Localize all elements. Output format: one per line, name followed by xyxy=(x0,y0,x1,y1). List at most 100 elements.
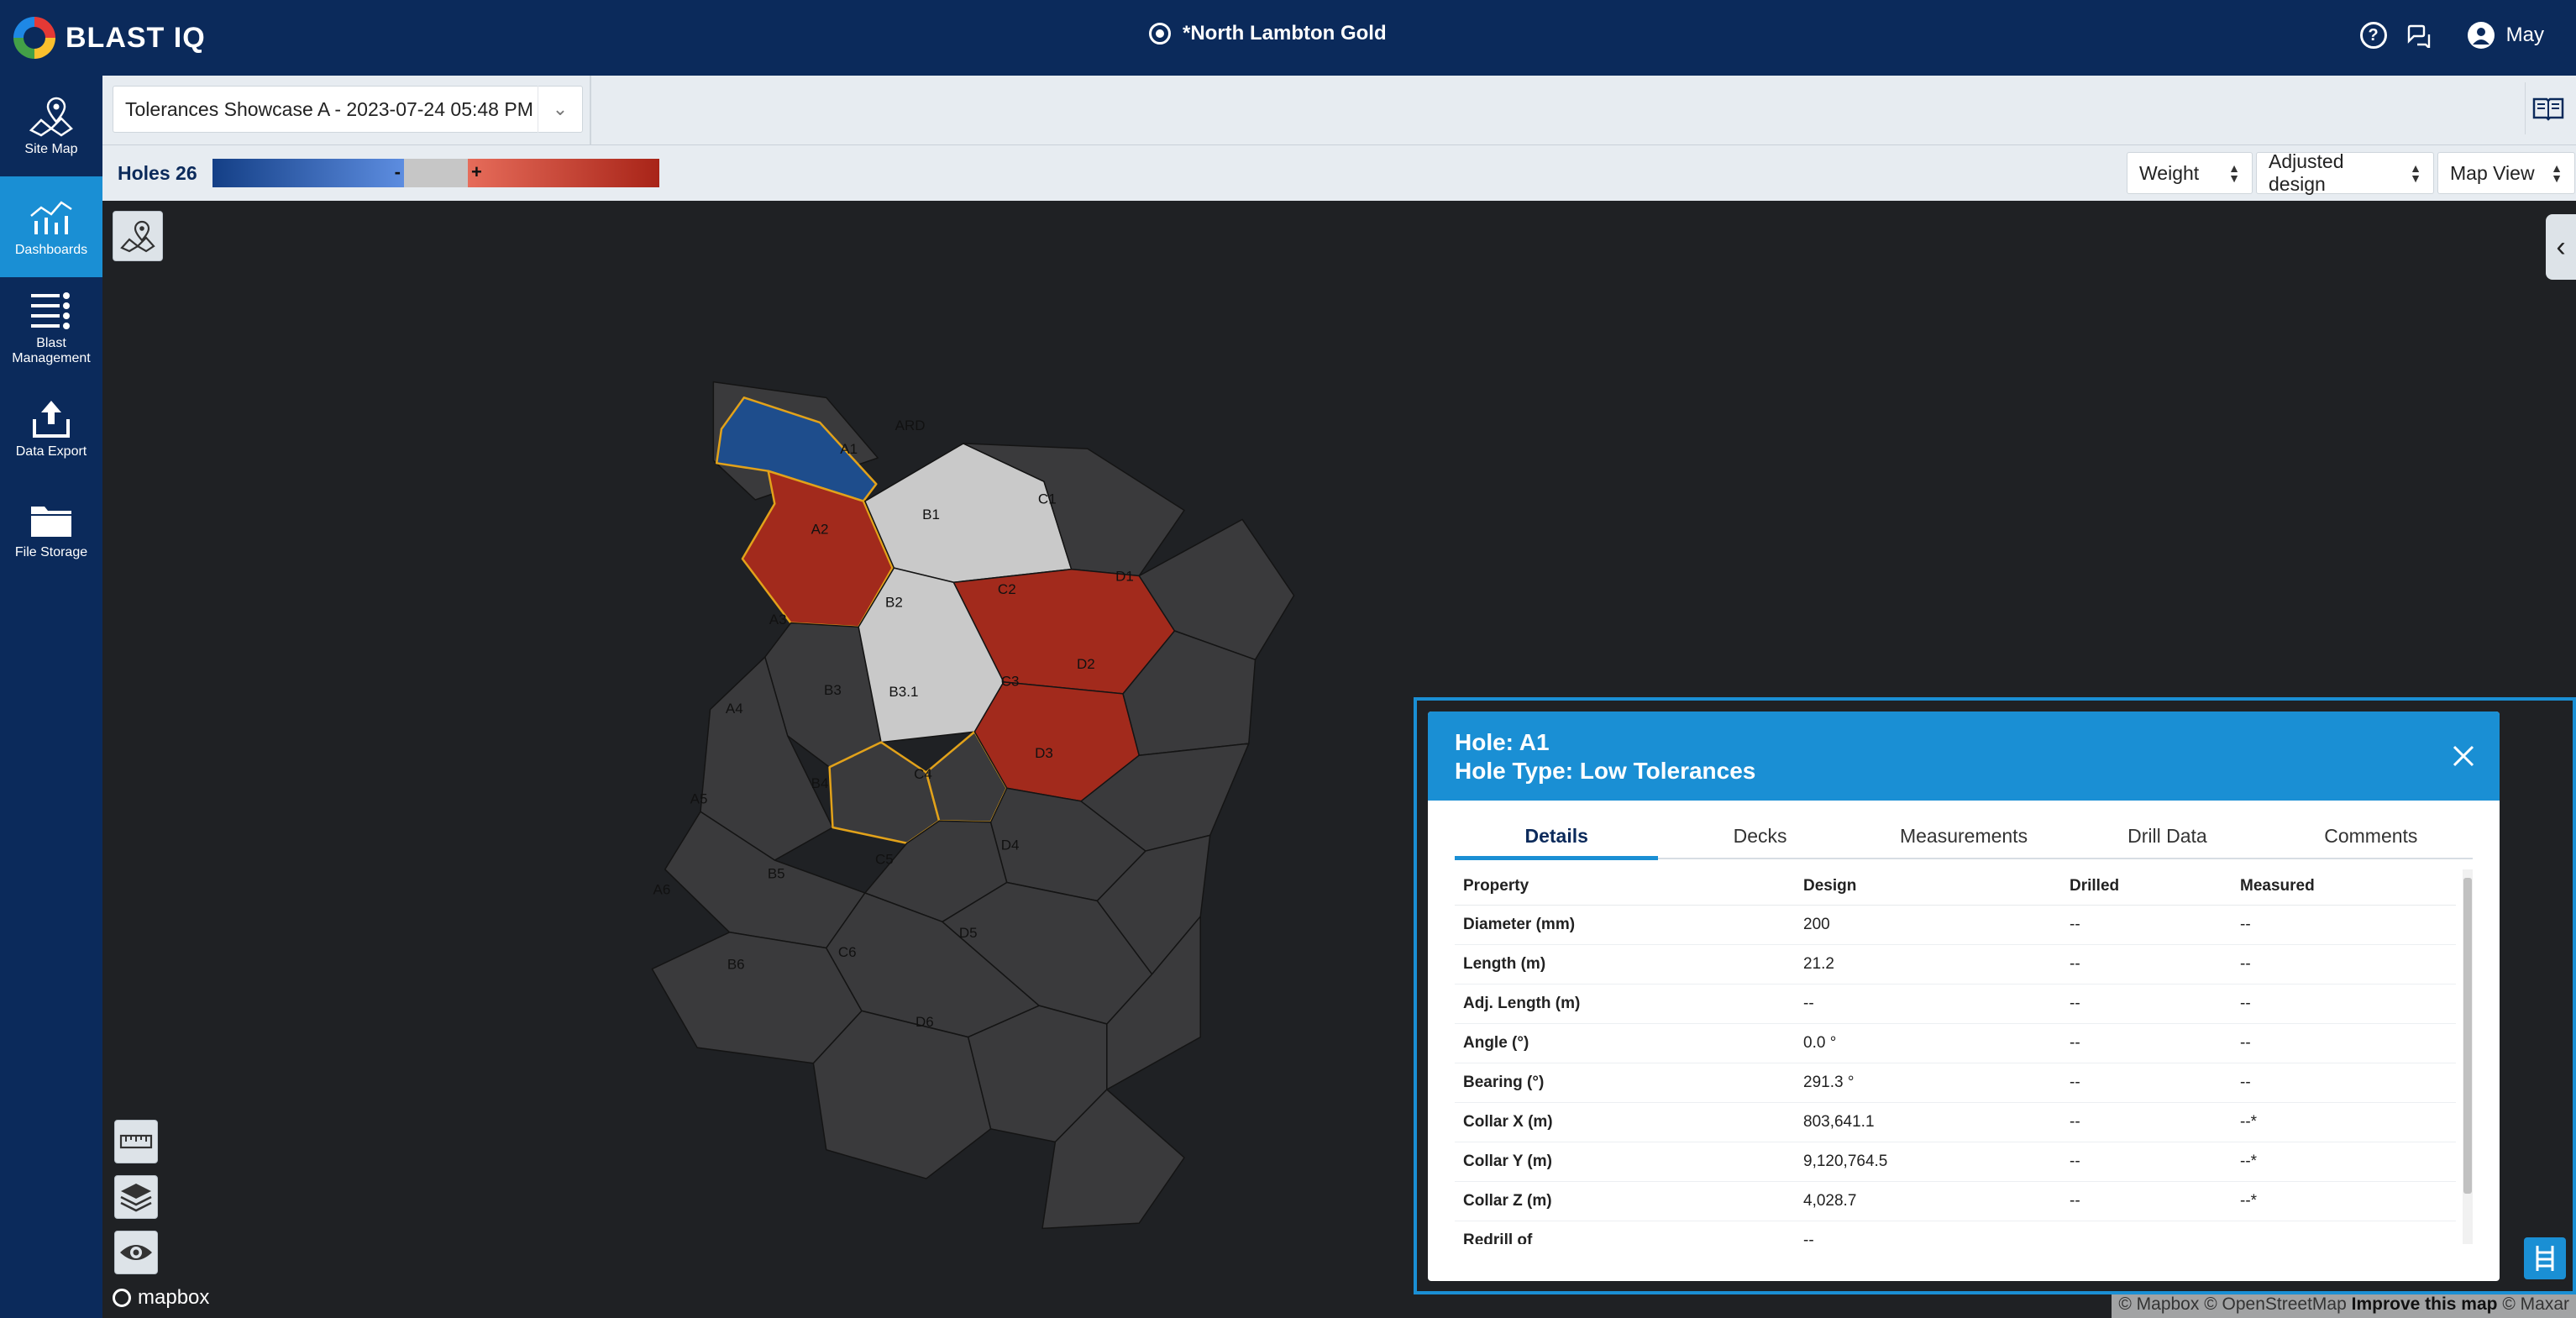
sidebar-item-data-export[interactable]: Data Export xyxy=(0,378,102,479)
site-selector[interactable]: *North Lambton Gold xyxy=(1149,22,1387,45)
dashboard-toolbar: Tolerances Showcase A - 2023-07-24 05:48… xyxy=(102,76,2576,145)
sort-arrows-icon: ▲ ▼ xyxy=(2551,161,2563,185)
hole-label: B1 xyxy=(922,507,940,522)
chevron-down-icon[interactable]: ⌄ xyxy=(538,86,582,133)
cell-drilled xyxy=(2061,1221,2232,1244)
hole-label: C6 xyxy=(838,944,857,960)
attribution-suffix[interactable]: © Maxar xyxy=(2502,1294,2569,1314)
guide-book-icon[interactable] xyxy=(2525,82,2571,134)
view-select[interactable]: Map View ▲ ▼ xyxy=(2437,152,2575,194)
hole-label: A2 xyxy=(811,521,829,537)
cell-drilled: -- xyxy=(2061,944,2232,985)
cell-property: Collar Y (m) xyxy=(1455,1142,1795,1182)
table-row: Collar Y (m) 9,120,764.5 -- --* xyxy=(1455,1142,2456,1182)
cell-drilled: -- xyxy=(2061,1142,2232,1182)
improve-map-link[interactable]: Improve this map xyxy=(2351,1294,2498,1314)
hole-label: D2 xyxy=(1077,656,1095,672)
mapbox-logo[interactable]: mapbox xyxy=(113,1286,209,1310)
cell-design: 4,028.7 xyxy=(1795,1181,2061,1221)
upload-icon xyxy=(33,401,70,438)
drill-ladder-button[interactable] xyxy=(2524,1237,2566,1279)
site-name: *North Lambton Gold xyxy=(1183,22,1387,45)
column-header-measured[interactable]: Measured xyxy=(2232,868,2456,906)
map-icon xyxy=(120,220,155,253)
sidebar-item-label: Blast Management xyxy=(12,336,91,365)
tab-details[interactable]: Details xyxy=(1455,817,1659,860)
legend-positive: + xyxy=(468,159,659,187)
sidebar-item-site-map[interactable]: Site Map xyxy=(0,76,102,176)
hole-label: B3 xyxy=(824,682,842,698)
hole-label: A6 xyxy=(653,881,671,897)
column-header-design[interactable]: Design xyxy=(1795,868,2061,906)
sidebar-item-label: File Storage xyxy=(14,545,88,559)
help-icon[interactable]: ? xyxy=(2359,22,2387,49)
hole-label: C1 xyxy=(1038,491,1057,507)
tab-decks[interactable]: Decks xyxy=(1733,825,1787,847)
dashboard-select-value: Tolerances Showcase A - 2023-07-24 05:48… xyxy=(125,97,538,120)
attribution-text[interactable]: © Mapbox © OpenStreetMap xyxy=(2118,1294,2347,1314)
user-avatar-icon[interactable] xyxy=(2467,22,2495,49)
top-header: BLAST IQ *North Lambton Gold ? May xyxy=(0,0,2576,76)
sort-arrows-icon: ▲ ▼ xyxy=(2228,161,2240,185)
view-select-value: Map View xyxy=(2450,161,2535,184)
details-table: Property Design Drilled Measured Diamete… xyxy=(1455,868,2473,1244)
feedback-icon[interactable] xyxy=(2405,23,2431,48)
cell-property: Bearing (°) xyxy=(1455,1063,1795,1103)
map-style-button[interactable] xyxy=(113,211,163,261)
panel-tabs: Details Decks Measurements Drill Data Co… xyxy=(1455,817,2473,860)
hole-label: C5 xyxy=(875,851,894,867)
cell-drilled: -- xyxy=(2061,1023,2232,1063)
column-header-drilled[interactable]: Drilled xyxy=(2061,868,2232,906)
cell-property: Angle (°) xyxy=(1455,1023,1795,1063)
cell-design: 200 xyxy=(1795,905,2061,945)
sidebar-item-dashboards[interactable]: Dashboards xyxy=(0,176,102,277)
collapse-panel-chevron-icon[interactable]: ‹ xyxy=(2546,214,2576,280)
metric-select-value: Weight xyxy=(2139,161,2200,184)
dashboard-select[interactable]: Tolerances Showcase A - 2023-07-24 05:48… xyxy=(113,86,583,133)
hole-label: A4 xyxy=(726,701,743,717)
tab-measurements[interactable]: Measurements xyxy=(1899,825,2028,847)
hole-label: C4 xyxy=(914,766,932,782)
hole-label: D6 xyxy=(916,1014,934,1030)
hole-polygon[interactable] xyxy=(1138,518,1295,661)
layers-icon xyxy=(120,1184,152,1212)
tab-drill-data[interactable]: Drill Data xyxy=(2127,825,2207,847)
hole-polygon-map[interactable]: ARD A1 A2 A3 A4 A5 A6 B1 B2 B3 B3.1 B4 B5 B6 C1 C2 C3 C4 C… xyxy=(102,201,2576,1318)
sidebar-item-blast-management[interactable]: Blast Management xyxy=(0,277,102,378)
sidebar-item-file-storage[interactable]: File Storage xyxy=(0,479,102,580)
cell-drilled: -- xyxy=(2061,984,2232,1024)
ruler-measure-button[interactable] xyxy=(114,1120,158,1163)
location-target-icon xyxy=(1149,23,1171,45)
cell-measured: --* xyxy=(2232,1102,2456,1142)
legend-bar-row: Holes 26 - + Weight ▲ ▼ Adjusted design ▲… xyxy=(102,145,2576,201)
hole-title: Hole: A1 xyxy=(1455,729,1550,755)
hole-label: B5 xyxy=(768,866,785,882)
hole-label: B6 xyxy=(727,956,745,972)
eye-icon xyxy=(120,1245,152,1260)
layers-button[interactable] xyxy=(114,1175,158,1219)
legend-negative: - xyxy=(212,159,404,187)
cell-measured: -- xyxy=(2232,1023,2456,1063)
design-select[interactable]: Adjusted design ▲ ▼ xyxy=(2256,150,2434,195)
cell-measured: -- xyxy=(2232,1063,2456,1103)
tab-comments[interactable]: Comments xyxy=(2324,825,2418,847)
app-logo[interactable]: BLAST IQ xyxy=(13,17,206,59)
cell-measured: -- xyxy=(2232,944,2456,985)
hole-label: A1 xyxy=(840,441,858,457)
user-name[interactable]: May xyxy=(2505,24,2544,46)
map-icon xyxy=(29,97,73,137)
color-legend: - + xyxy=(212,159,659,187)
table-scrollbar-thumb[interactable] xyxy=(2463,878,2472,1194)
column-header-property[interactable]: Property xyxy=(1455,868,1795,906)
metric-select[interactable]: Weight ▲ ▼ xyxy=(2127,152,2253,194)
visibility-button[interactable] xyxy=(114,1231,158,1274)
hole-label: C2 xyxy=(998,581,1016,597)
hole-polygon[interactable] xyxy=(1106,916,1201,1090)
sidebar-item-label: Dashboards xyxy=(14,243,88,257)
drill-icon xyxy=(2536,1246,2554,1271)
hole-polygon[interactable] xyxy=(1041,1089,1185,1230)
cell-drilled: -- xyxy=(2061,905,2232,945)
hole-polygon[interactable] xyxy=(812,1010,992,1179)
app-brand: BLAST IQ xyxy=(66,21,206,54)
close-icon[interactable] xyxy=(2449,742,2478,770)
